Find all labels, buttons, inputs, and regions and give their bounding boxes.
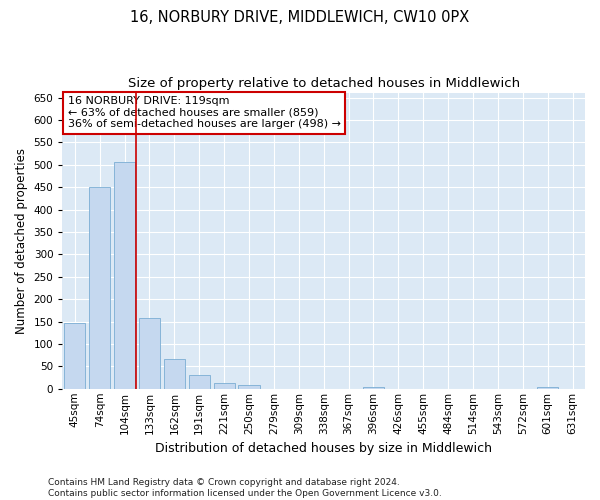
Bar [164, 359, 185, 389]
Text: Contains HM Land Registry data © Crown copyright and database right 2024.
Contai: Contains HM Land Registry data © Crown c… [48, 478, 442, 498]
Title: Size of property relative to detached houses in Middlewich: Size of property relative to detached ho… [128, 78, 520, 90]
X-axis label: Distribution of detached houses by size in Middlewich: Distribution of detached houses by size … [155, 442, 492, 455]
Text: 16 NORBURY DRIVE: 119sqm
← 63% of detached houses are smaller (859)
36% of semi-: 16 NORBURY DRIVE: 119sqm ← 63% of detach… [68, 96, 341, 129]
Bar [214, 383, 235, 389]
Bar [188, 376, 210, 389]
Y-axis label: Number of detached properties: Number of detached properties [15, 148, 28, 334]
Bar [238, 385, 260, 389]
Bar [139, 318, 160, 389]
Bar [363, 386, 384, 389]
Bar [114, 162, 135, 389]
Text: 16, NORBURY DRIVE, MIDDLEWICH, CW10 0PX: 16, NORBURY DRIVE, MIDDLEWICH, CW10 0PX [130, 10, 470, 25]
Bar [64, 323, 85, 389]
Bar [537, 386, 558, 389]
Bar [89, 187, 110, 389]
